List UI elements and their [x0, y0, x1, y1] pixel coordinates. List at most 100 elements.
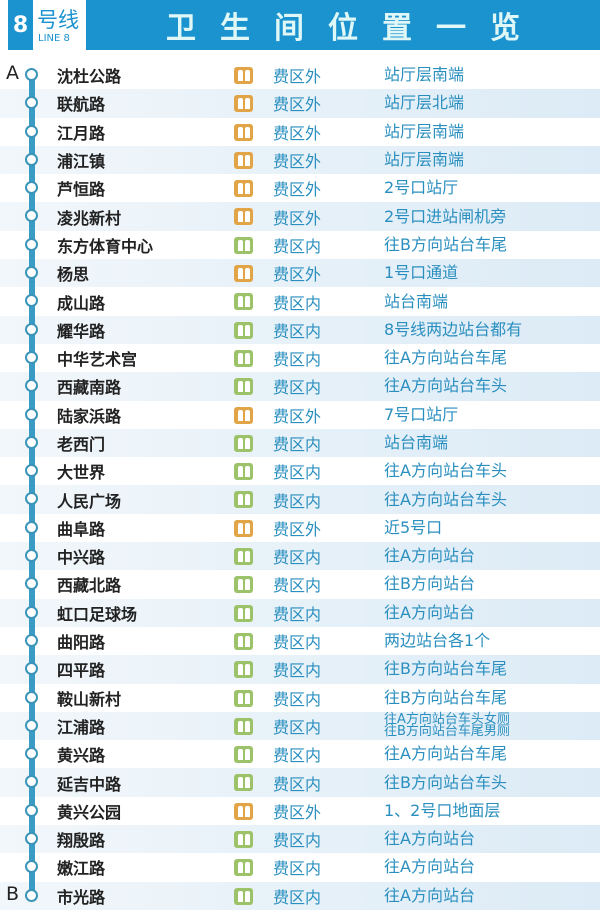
restroom-icon: [234, 463, 253, 481]
line-number-badge: 8: [8, 0, 33, 50]
station-node-icon: [25, 181, 38, 195]
station-name: 曲阳路: [57, 633, 106, 653]
restroom-location: 2号口站厅: [384, 178, 459, 198]
restroom-location: 8号线两边站台都有: [384, 319, 523, 339]
station-node-icon: [25, 605, 38, 619]
terminal-b-label: B: [6, 882, 20, 905]
restroom-icon: [234, 434, 253, 452]
restroom-icon: [234, 236, 253, 254]
restroom-location: 往A方向站台车尾: [384, 348, 507, 368]
station-row: 中兴路 费区内 往A方向站台: [0, 542, 600, 571]
line-track: [29, 70, 35, 895]
location-line-1: 往A方向站台车头女厕: [384, 711, 510, 727]
station-row: 东方体育中心 费区内 往B方向站台车尾: [0, 230, 600, 260]
station-row: 人民广场 费区内 往A方向站台车头: [0, 485, 600, 514]
restroom-icon: [234, 378, 253, 396]
restroom-icon: [234, 746, 253, 764]
station-node-icon: [25, 860, 38, 874]
station-node-icon: [25, 209, 38, 223]
station-name: 人民广场: [57, 491, 122, 511]
restroom-icon: [234, 717, 253, 735]
station-name: 老西门: [57, 435, 106, 454]
restroom-location: 往A方向站台: [384, 546, 475, 566]
station-node-icon: [25, 350, 38, 364]
station-row: 凌兆新村 费区外 2号口进站闸机旁: [0, 202, 600, 231]
fare-zone: 费区内: [273, 859, 322, 879]
station-row: 芦恒路 费区外 2号口站厅: [0, 174, 600, 203]
restroom-location: 1、2号口地面层: [384, 800, 501, 820]
station-row: 江月路 费区外 站厅层南端: [0, 117, 600, 146]
fare-zone: 费区内: [273, 887, 322, 907]
fare-zone: 费区外: [273, 406, 322, 426]
restroom-icon: [234, 689, 253, 707]
station-node-icon: [25, 747, 38, 761]
fare-zone: 费区外: [273, 519, 322, 539]
restroom-icon: [234, 887, 253, 905]
line-label-en: LINE 8: [38, 33, 70, 44]
restroom-location: 两边站台各1个: [384, 631, 491, 651]
fare-zone: 费区外: [273, 95, 322, 115]
fare-zone: 费区内: [273, 774, 322, 794]
restroom-location: 站厅层南端: [384, 150, 465, 170]
station-row: 翔殷路 费区内 往A方向站台: [0, 825, 600, 854]
restroom-location: 往A方向站台: [384, 885, 475, 905]
fare-zone: 费区内: [273, 435, 322, 454]
restroom-location: 1号口通道: [384, 263, 459, 283]
station-name: 芦恒路: [57, 180, 106, 200]
station-node-icon: [25, 237, 38, 251]
fare-zone: 费区外: [273, 208, 322, 228]
restroom-location: 往B方向站台车尾: [384, 234, 507, 254]
restroom-icon: [234, 548, 253, 566]
restroom-location: 往A方向站台车尾: [384, 744, 507, 764]
fare-zone: 费区外: [273, 265, 322, 285]
station-row: 成山路 费区内 站台南端: [0, 287, 600, 316]
station-row: 嫩江路 费区内 往A方向站台: [0, 853, 600, 882]
restroom-location: 2号口进站闸机旁: [384, 206, 507, 226]
restroom-location: 7号口站厅: [384, 404, 459, 424]
restroom-icon: [234, 95, 253, 113]
restroom-icon: [234, 859, 253, 877]
station-row: 陆家浜路 费区外 7号口站厅: [0, 400, 600, 429]
fare-zone: 费区内: [273, 463, 322, 483]
restroom-icon: [234, 180, 253, 198]
station-name: 陆家浜路: [57, 406, 122, 426]
station-list: A 沈杜公路 费区外 站厅层南端 联航路 费区外 站厅层北端 江月路 费区外 站厅层南端 浦江镇 费区…: [0, 61, 600, 910]
station-row: 鞍山新村 费区内 往B方向站台车尾: [0, 683, 600, 712]
fare-zone: 费区内: [273, 717, 322, 737]
station-name: 四平路: [57, 661, 106, 681]
station-row: 杨思 费区外 1号口通道: [0, 259, 600, 288]
station-row: 江浦路 费区内 往A方向站台车头女厕 往B方向站台车尾男厕: [0, 711, 600, 741]
fare-zone: 费区内: [273, 746, 322, 766]
station-node-icon: [25, 152, 38, 166]
station-name: 江浦路: [57, 717, 106, 737]
restroom-icon: [234, 604, 253, 622]
fare-zone: 费区内: [273, 661, 322, 681]
restroom-location: 站台南端: [384, 433, 449, 452]
station-node-icon: [25, 662, 38, 676]
station-node-icon: [25, 492, 38, 506]
station-node-icon: [25, 690, 38, 704]
station-name: 黄兴公园: [57, 802, 122, 822]
fare-zone: 费区内: [273, 350, 322, 370]
restroom-icon: [234, 576, 253, 594]
station-name: 耀华路: [57, 321, 106, 341]
station-name: 虹口足球场: [57, 604, 138, 624]
terminal-a-label: A: [6, 62, 19, 84]
station-name: 成山路: [57, 293, 106, 313]
fare-zone: 费区内: [273, 236, 322, 256]
fare-zone: 费区外: [273, 152, 322, 172]
station-name: 沈杜公路: [57, 67, 122, 87]
restroom-location: 往A方向站台车头: [384, 489, 507, 509]
station-node-icon: [25, 322, 38, 336]
station-row: 大世界 费区内 往A方向站台车头: [0, 457, 600, 486]
fare-zone: 费区内: [273, 689, 322, 709]
station-row: 曲阳路 费区内 两边站台各1个: [0, 626, 600, 656]
station-row: 浦江镇 费区外 站厅层南端: [0, 145, 600, 175]
station-name: 江月路: [57, 123, 106, 143]
restroom-icon: [234, 519, 253, 537]
station-node-icon: [25, 718, 38, 732]
station-name: 西藏南路: [57, 378, 122, 398]
station-name: 市光路: [57, 887, 106, 907]
station-row: 黄兴公园 费区外 1、2号口地面层: [0, 796, 600, 826]
location-line-2: 往B方向站台车尾男厕: [384, 723, 510, 739]
